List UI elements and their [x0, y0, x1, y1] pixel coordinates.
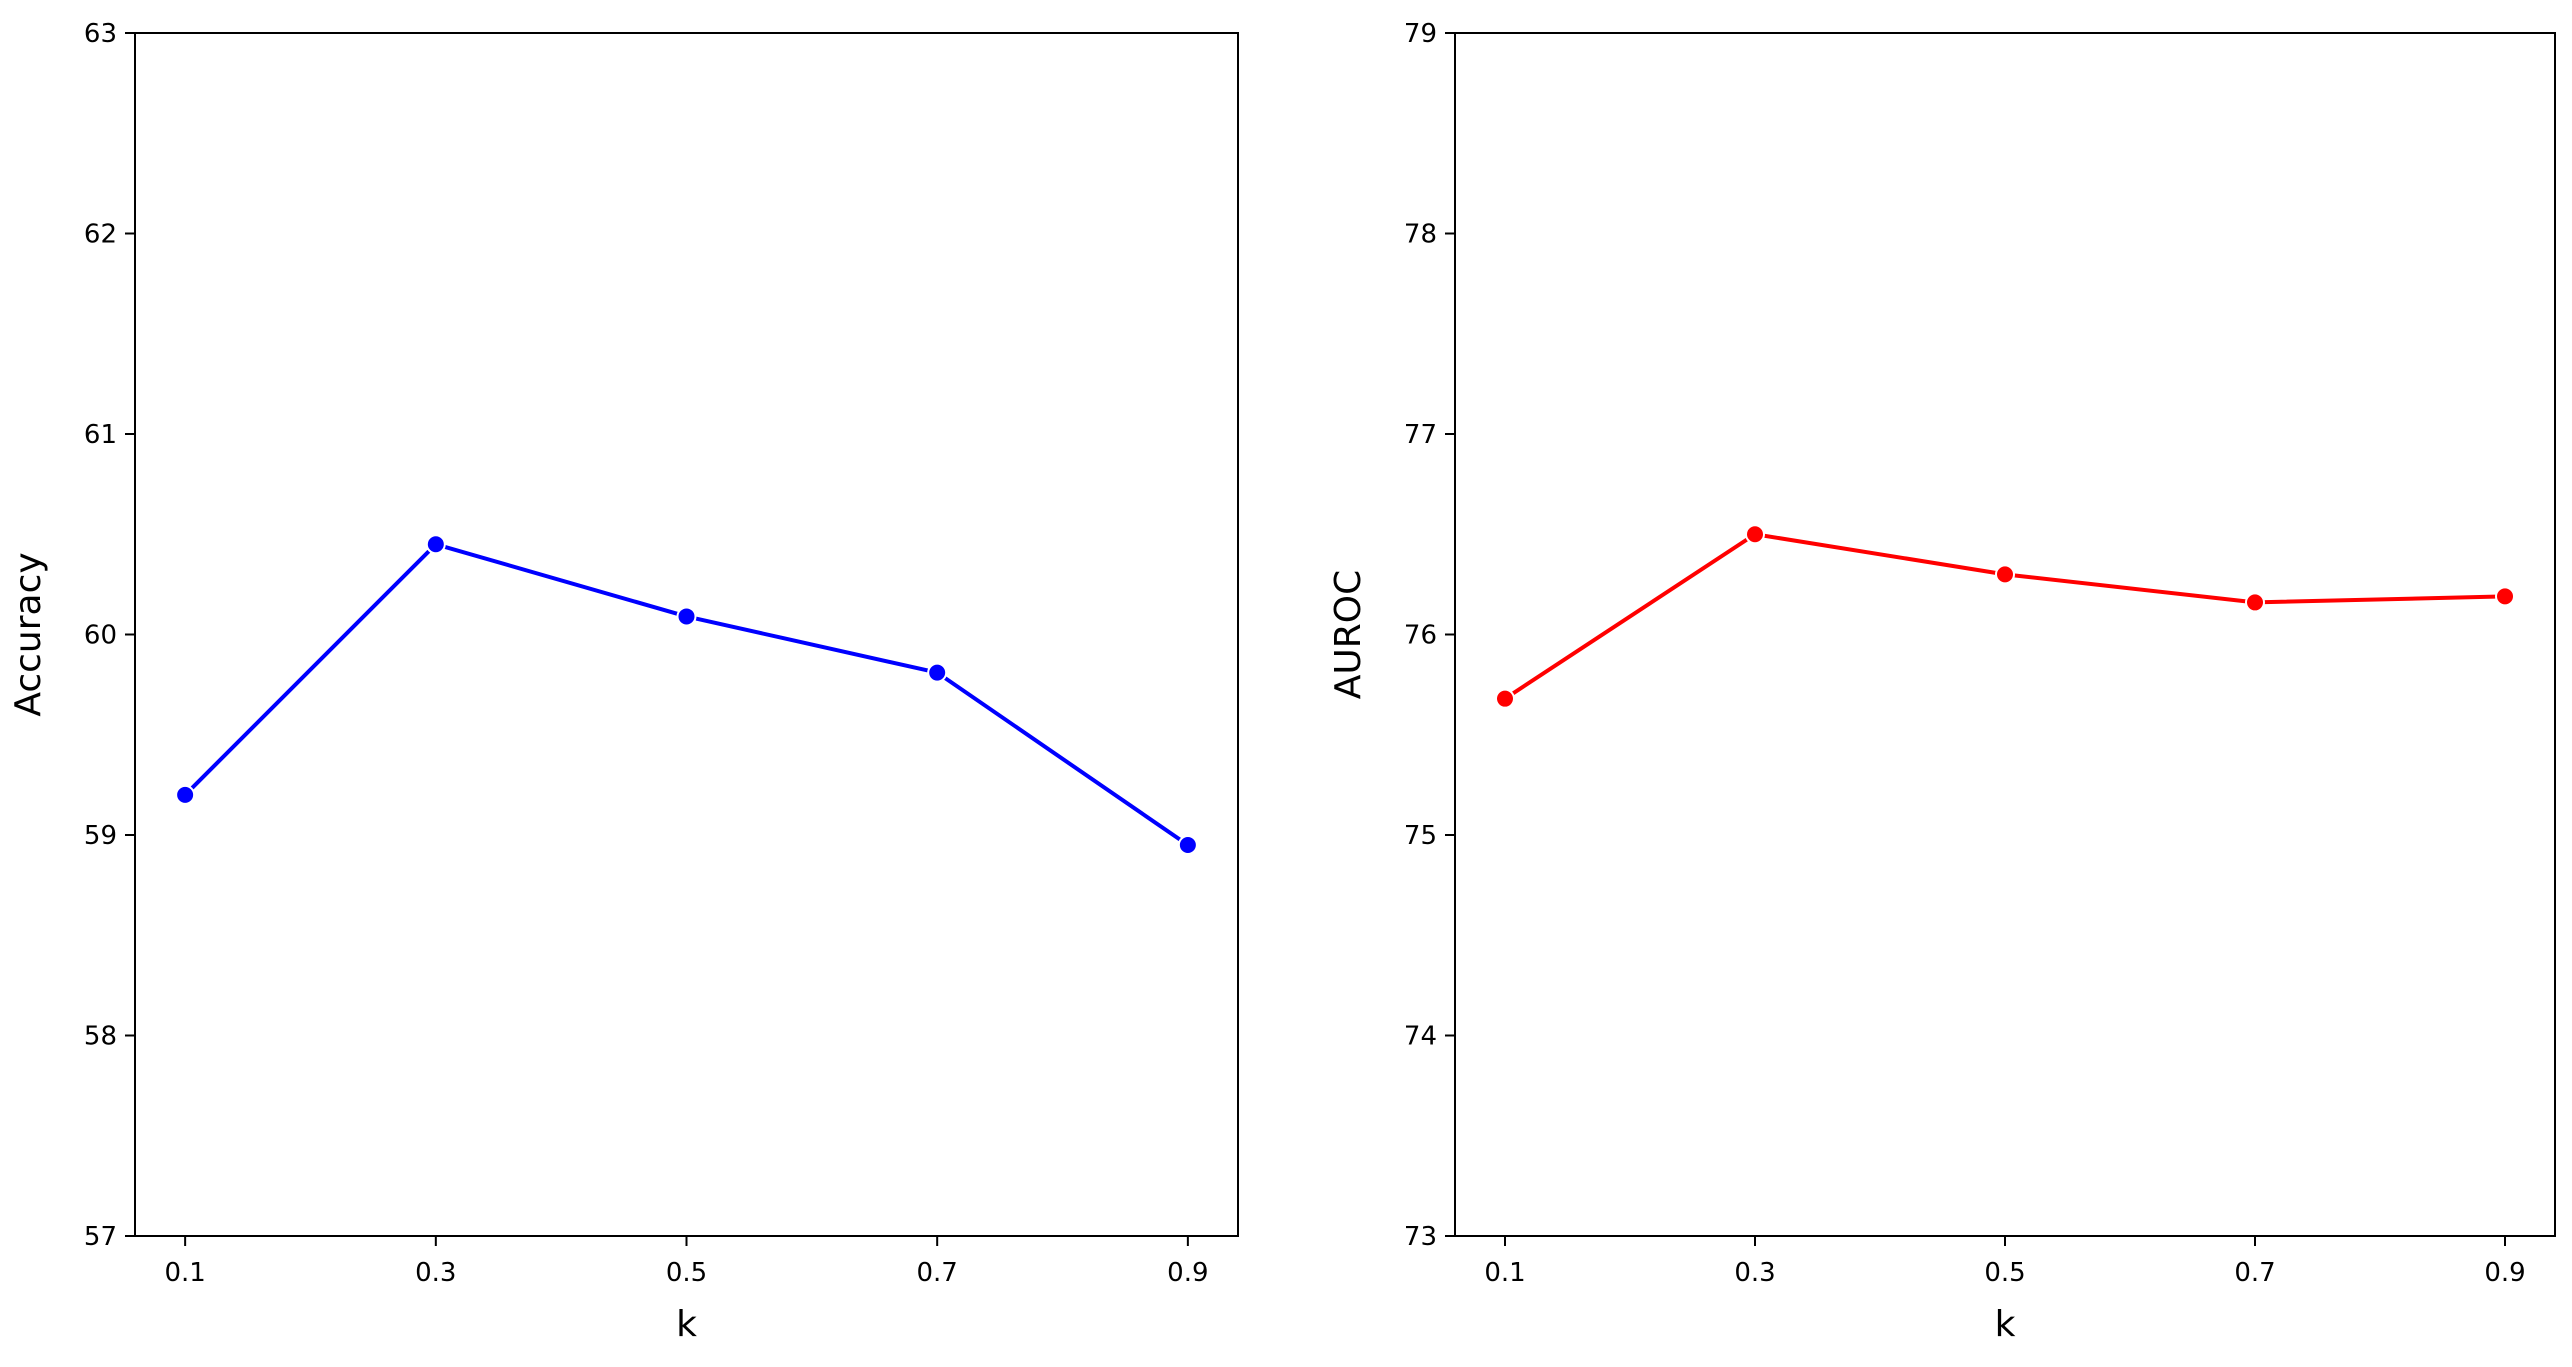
- y-tick-label: 75: [1404, 821, 1437, 851]
- data-point: [175, 784, 196, 805]
- y-tick-label: 76: [1404, 621, 1437, 651]
- x-tick-label: 0.1: [164, 1258, 205, 1288]
- x-tick-label: 0.5: [1984, 1258, 2025, 1288]
- x-tick-label: 0.3: [415, 1258, 456, 1288]
- x-tick-label: 0.3: [1734, 1258, 1775, 1288]
- x-tick-label: 0.9: [2484, 1258, 2525, 1288]
- y-tick-label: 63: [84, 19, 117, 49]
- y-tick-label: 78: [1404, 220, 1437, 250]
- data-point: [1177, 835, 1198, 856]
- x-tick-label: 0.9: [1167, 1258, 1208, 1288]
- y-axis-title: AUROC: [1328, 570, 1369, 699]
- x-tick-label: 0.5: [666, 1258, 707, 1288]
- plot-frame: [1454, 32, 2556, 1237]
- x-axis-title: k: [676, 1304, 697, 1345]
- y-tick-label: 61: [84, 420, 117, 450]
- chart-panel-2: 73 74 75 76 77 78 79 0.1 0.3 0.5 0.7 0.9 k AUROC: [1328, 19, 2556, 1345]
- y-tick-label: 60: [84, 621, 117, 651]
- series-line: [183, 542, 1189, 847]
- x-tick-label: 0.1: [1484, 1258, 1525, 1288]
- y-tick-label: 79: [1404, 19, 1437, 49]
- y-tick-label: 59: [84, 821, 117, 851]
- y-tick-label: 57: [84, 1222, 117, 1252]
- x-axis-title: k: [1995, 1304, 2016, 1345]
- x-tick-label: 0.7: [917, 1258, 958, 1288]
- y-tick-label: 62: [84, 220, 117, 250]
- plot-frame: [134, 32, 1239, 1237]
- series-line: [1503, 532, 2506, 701]
- data-point: [1495, 688, 1515, 709]
- data-point: [1995, 564, 2015, 585]
- data-point: [927, 662, 948, 683]
- x-tick-label: 0.7: [2234, 1258, 2275, 1288]
- y-tick-label: 73: [1404, 1222, 1437, 1252]
- data-point: [425, 534, 446, 555]
- data-point: [2495, 586, 2515, 607]
- chart-panel-1: 57 58 59 60 61 62 63 0.1 0.3 0.5 0.7 0.9 k Accuracy: [8, 19, 1239, 1345]
- data-point: [2245, 592, 2265, 613]
- y-tick-label: 74: [1404, 1022, 1437, 1052]
- data-point: [1745, 524, 1765, 545]
- y-tick-label: 58: [84, 1022, 117, 1052]
- y-axis-title: Accuracy: [8, 552, 49, 716]
- y-tick-label: 77: [1404, 420, 1437, 450]
- data-point: [676, 606, 697, 627]
